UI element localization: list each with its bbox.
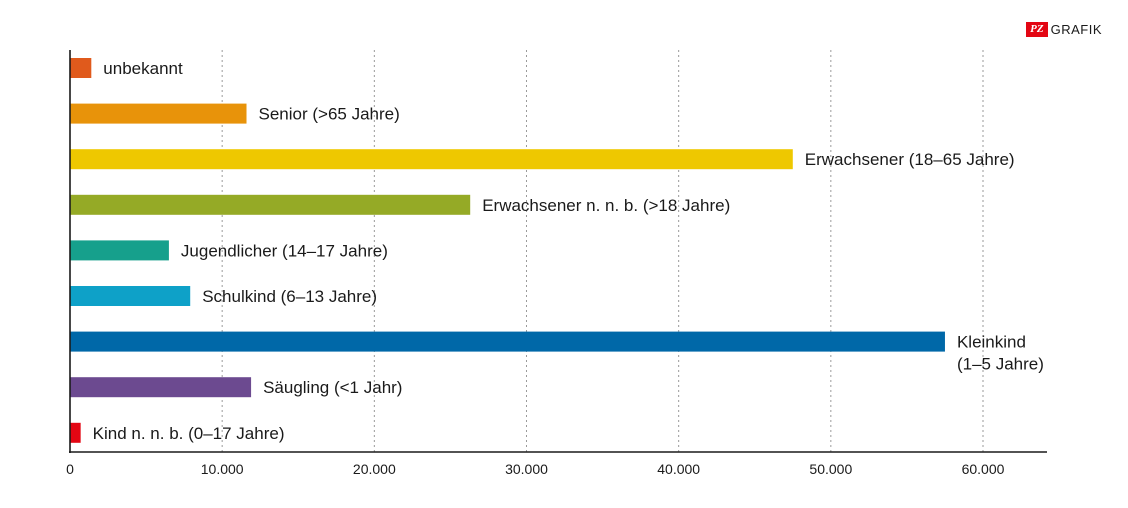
bar-label: Kind n. n. b. (0–17 Jahre): [93, 424, 285, 443]
bars: [70, 58, 945, 443]
bar: [70, 331, 945, 352]
x-tick-label: 20.000: [353, 461, 396, 477]
bar-label: Senior (>65 Jahre): [259, 105, 400, 124]
bar-label: Erwachsener (18–65 Jahre): [805, 150, 1015, 169]
x-tick-label: 60.000: [962, 461, 1005, 477]
x-tick-label: 40.000: [657, 461, 700, 477]
bar-label: Kleinkind (1–5 Jahre): [957, 333, 1044, 374]
bar: [70, 149, 793, 170]
pz-logo-mark: PZ: [1026, 22, 1048, 37]
axes: [69, 50, 1047, 453]
bar: [70, 58, 92, 78]
bar: [70, 422, 81, 443]
bar-label: Jugendlicher (14–17 Jahre): [181, 241, 388, 260]
bar: [70, 286, 191, 306]
bar: [70, 240, 169, 261]
bar: [70, 194, 471, 215]
bar-label: Erwachsener n. n. b. (>18 Jahre): [482, 196, 730, 215]
bar-label: Schulkind (6–13 Jahre): [202, 287, 377, 306]
x-tick-label: 10.000: [201, 461, 244, 477]
x-tick-label: 0: [66, 461, 74, 477]
bar-label: unbekannt: [103, 59, 183, 78]
x-tick-label: 30.000: [505, 461, 548, 477]
bar: [70, 103, 247, 124]
x-tick-label: 50.000: [809, 461, 852, 477]
logo-text: GRAFIK: [1050, 22, 1102, 37]
bar: [70, 377, 252, 398]
x-tick-labels: 0 10.000 20.000 30.000 40.000 50.000 60.000: [66, 461, 1005, 477]
bar-label: Säugling (<1 Jahr): [263, 378, 402, 397]
bar-labels: unbekannt Senior (>65 Jahre) Erwachsener (…: [93, 59, 1044, 443]
pz-grafik-logo: PZ GRAFIK: [1026, 22, 1102, 37]
